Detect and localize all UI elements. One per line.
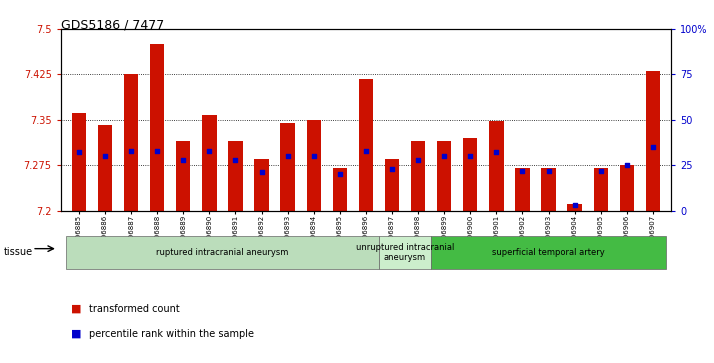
Bar [489, 121, 503, 211]
Bar [281, 123, 295, 211]
Point [543, 168, 554, 174]
Point [308, 153, 319, 159]
Bar [254, 159, 268, 211]
Bar [358, 79, 373, 211]
Point [465, 153, 476, 159]
Point [334, 171, 346, 177]
Bar [124, 74, 139, 211]
Bar [98, 125, 112, 211]
Bar [176, 141, 191, 211]
Bar [437, 141, 451, 211]
Bar [72, 113, 86, 211]
Point [99, 153, 111, 159]
Text: GDS5186 / 7477: GDS5186 / 7477 [61, 18, 164, 31]
Text: ruptured intracranial aneurysm: ruptured intracranial aneurysm [156, 248, 288, 257]
Text: unruptured intracranial
aneurysm: unruptured intracranial aneurysm [356, 242, 454, 262]
Text: ■: ■ [71, 303, 82, 314]
Bar [541, 168, 555, 211]
Point [621, 162, 633, 168]
Point [517, 168, 528, 174]
Point [595, 168, 606, 174]
Point [230, 157, 241, 163]
Bar [150, 44, 164, 211]
Bar [202, 115, 216, 211]
Bar [411, 141, 426, 211]
Point [386, 166, 398, 172]
Bar [306, 120, 321, 211]
Point [438, 153, 450, 159]
Bar [228, 141, 243, 211]
Point [491, 150, 502, 155]
Point [256, 170, 267, 175]
Text: superficial temporal artery: superficial temporal artery [492, 248, 605, 257]
Bar [431, 236, 666, 269]
Bar [333, 168, 347, 211]
Point [569, 202, 580, 208]
Text: tissue: tissue [4, 247, 33, 257]
Point [413, 157, 424, 163]
Text: transformed count: transformed count [89, 303, 180, 314]
Point [647, 144, 658, 150]
Bar [593, 168, 608, 211]
Point [203, 148, 215, 154]
Bar [568, 204, 582, 211]
Bar [66, 236, 379, 269]
Bar [463, 138, 478, 211]
Point [360, 148, 371, 154]
Bar [645, 72, 660, 211]
Text: percentile rank within the sample: percentile rank within the sample [89, 329, 254, 339]
Point [126, 148, 137, 154]
Bar [385, 159, 399, 211]
Bar [620, 165, 634, 211]
Bar [516, 168, 530, 211]
Bar [379, 236, 431, 269]
Point [74, 150, 85, 155]
Point [178, 157, 189, 163]
Point [151, 148, 163, 154]
Text: ■: ■ [71, 329, 82, 339]
Point [282, 153, 293, 159]
